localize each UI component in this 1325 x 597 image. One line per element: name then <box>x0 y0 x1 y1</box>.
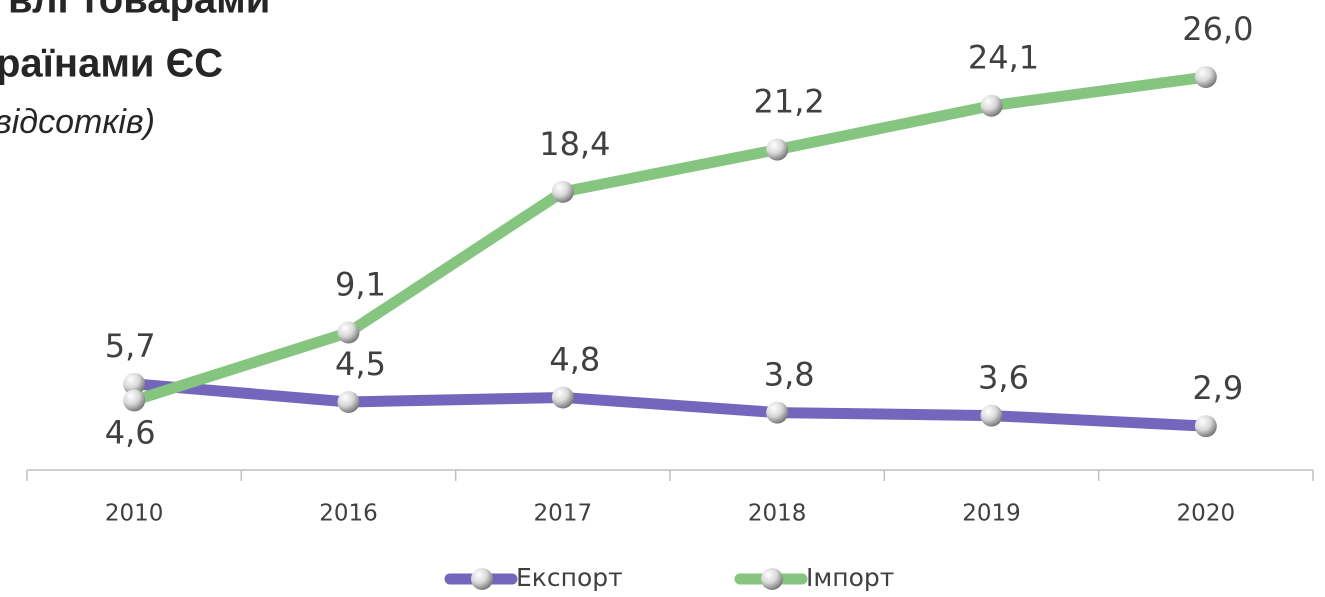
point <box>1194 66 1217 89</box>
point <box>551 180 574 203</box>
point <box>337 321 360 344</box>
data-label: 18,4 <box>539 125 610 163</box>
chart-subtitle: відсотків) <box>0 103 155 141</box>
x-tick-label: 2010 <box>105 501 164 527</box>
data-label: 3,8 <box>764 356 815 394</box>
point <box>551 386 574 409</box>
legend-marker <box>761 568 783 590</box>
data-label: 2,9 <box>1192 369 1243 407</box>
x-tick-label: 2016 <box>319 501 378 527</box>
data-label: 21,2 <box>754 83 825 121</box>
data-label: 4,8 <box>549 340 600 378</box>
point <box>980 94 1003 117</box>
x-tick-label: 2017 <box>534 501 593 527</box>
point <box>766 138 789 161</box>
point <box>980 404 1003 427</box>
legend-label: Імпорт <box>806 563 894 592</box>
data-label: 4,6 <box>105 413 156 451</box>
legend-marker <box>471 568 493 590</box>
point <box>123 372 146 395</box>
point <box>1194 415 1217 438</box>
point <box>337 390 360 413</box>
x-tick-label: 2018 <box>748 501 807 527</box>
data-label: 5,7 <box>105 327 156 365</box>
data-label: 4,5 <box>335 345 386 383</box>
data-label: 24,1 <box>968 39 1039 77</box>
x-tick-label: 2020 <box>1177 501 1236 527</box>
chart-title: влі товарами <box>8 0 270 22</box>
data-label: 3,6 <box>978 359 1029 397</box>
point <box>123 389 146 412</box>
chart-title: раїнами ЄС <box>0 42 223 86</box>
point <box>766 401 789 424</box>
x-tick-label: 2019 <box>962 501 1021 527</box>
legend-label: Експорт <box>516 563 623 592</box>
data-label: 9,1 <box>335 265 386 303</box>
series-line <box>133 378 1207 432</box>
series-line <box>132 71 1207 406</box>
data-label: 26,0 <box>1182 10 1253 48</box>
